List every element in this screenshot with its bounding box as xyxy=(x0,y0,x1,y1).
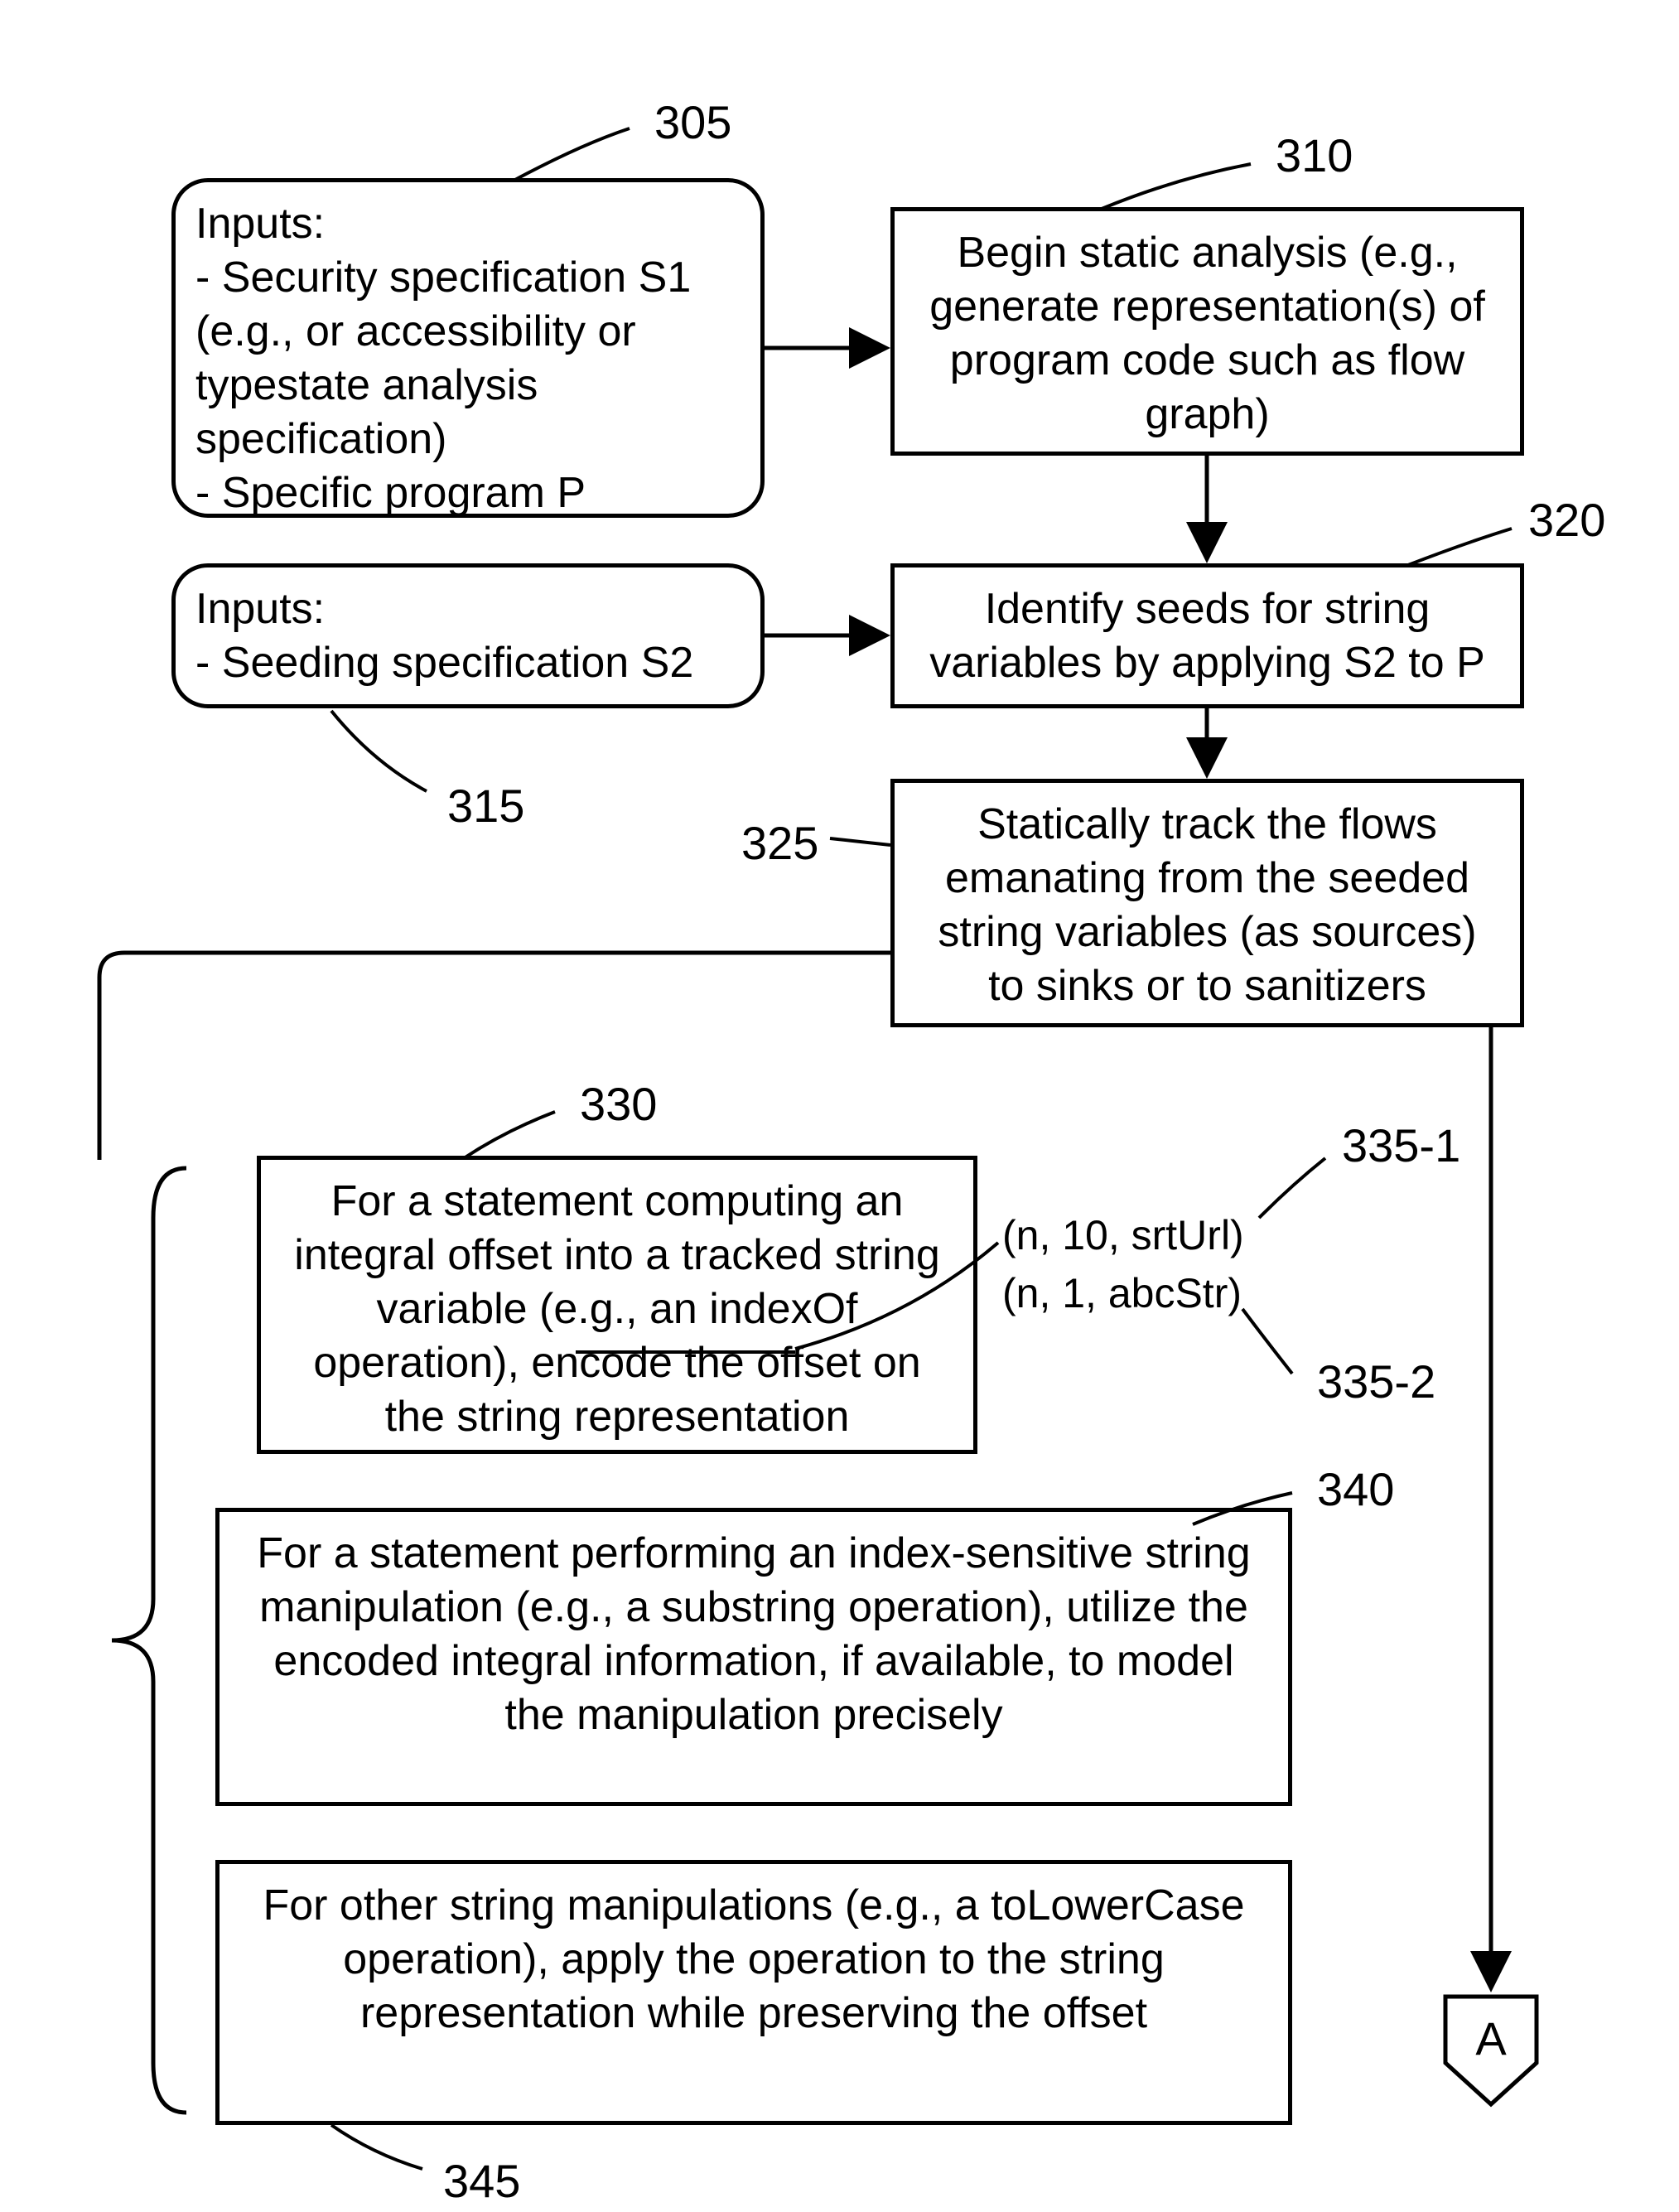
label-315: 315 xyxy=(447,783,524,829)
node-330-text: For a statement computing an integral of… xyxy=(294,1177,939,1441)
node-340-index-sensitive-manipulation: For a statement performing an index-sens… xyxy=(215,1508,1292,1806)
node-305-inputs-s1-p: Inputs:- Security specification S1 (e.g.… xyxy=(171,178,765,518)
label-335-1: 335-1 xyxy=(1342,1123,1460,1169)
label-345: 345 xyxy=(443,2158,520,2205)
leader-335-1 xyxy=(1259,1158,1325,1218)
leader-320 xyxy=(1408,529,1512,565)
label-325: 325 xyxy=(741,820,818,867)
leader-335-2 xyxy=(1242,1309,1292,1374)
label-320: 320 xyxy=(1528,497,1605,543)
leader-305 xyxy=(514,128,630,181)
leader-345 xyxy=(331,2125,422,2169)
annot-335-1-text: (n, 10, srtUrl) xyxy=(1002,1210,1244,1262)
leader-330 xyxy=(464,1112,555,1158)
label-340: 340 xyxy=(1317,1466,1394,1513)
leader-310 xyxy=(1102,164,1251,209)
node-325-text: Statically track the flows emanating fro… xyxy=(938,800,1476,1010)
label-305: 305 xyxy=(654,99,731,146)
label-330: 330 xyxy=(580,1081,657,1128)
node-310-begin-static-analysis: Begin static analysis (e.g., generate re… xyxy=(890,207,1524,456)
node-340-text: For a statement performing an index-sens… xyxy=(257,1529,1250,1739)
node-315-text: Inputs:- Seeding specification S2 xyxy=(195,585,693,687)
offpage-connector-a: A xyxy=(1445,1997,1537,2104)
node-305-text: Inputs:- Security specification S1 (e.g.… xyxy=(195,200,691,517)
node-345-other-string-manipulations: For other string manipulations (e.g., a … xyxy=(215,1860,1292,2125)
node-320-text: Identify seeds for string variables by a… xyxy=(929,585,1485,687)
node-325-statically-track-flows: Statically track the flows emanating fro… xyxy=(890,779,1524,1027)
node-320-identify-seeds: Identify seeds for string variables by a… xyxy=(890,563,1524,708)
label-310: 310 xyxy=(1276,133,1353,179)
label-335-2: 335-2 xyxy=(1317,1359,1435,1405)
annot-335-2-text: (n, 1, abcStr) xyxy=(1002,1268,1242,1320)
offpage-connector-a-text: A xyxy=(1475,2012,1507,2065)
node-345-text: For other string manipulations (e.g., a … xyxy=(263,1881,1244,2037)
leader-315 xyxy=(331,711,427,791)
leader-325 xyxy=(830,838,890,845)
node-330-integral-offset: For a statement computing an integral of… xyxy=(257,1156,977,1454)
curly-brace-icon xyxy=(112,1168,186,2113)
node-310-text: Begin static analysis (e.g., generate re… xyxy=(929,229,1485,438)
node-315-inputs-s2: Inputs:- Seeding specification S2 xyxy=(171,563,765,708)
edge-325-to-brace xyxy=(99,953,890,1160)
